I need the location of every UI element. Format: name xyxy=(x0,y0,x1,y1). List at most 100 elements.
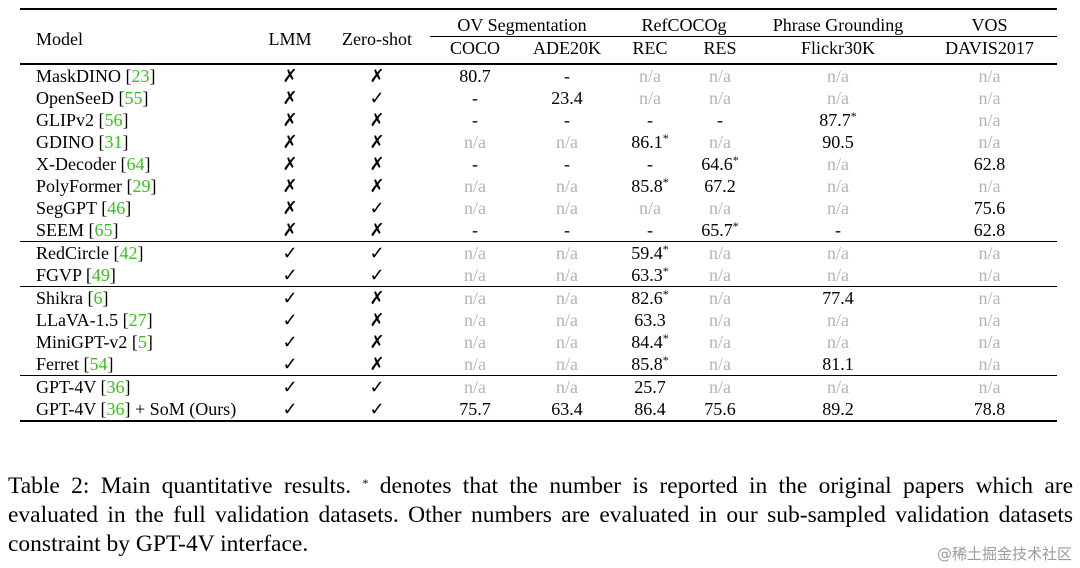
score-value: n/a xyxy=(978,265,1001,285)
score-value: 59.4* xyxy=(631,242,669,263)
score-cell-davis2017: n/a xyxy=(922,331,1057,353)
lmm-cell: ✓ xyxy=(282,265,298,285)
score-cell-rec: 86.4 xyxy=(614,398,686,421)
lmm-cell: ✗ xyxy=(282,132,298,152)
score-cell-flickr30k: n/a xyxy=(754,64,922,87)
score-value: n/a xyxy=(978,66,1001,86)
score-cell-rec: 59.4* xyxy=(614,242,686,265)
score-cell-ade20k: n/a xyxy=(520,175,614,197)
lmm-cell: ✗ xyxy=(282,110,298,130)
score-cell-flickr30k: 90.5 xyxy=(754,131,922,153)
score-value: n/a xyxy=(709,88,731,108)
score-value: n/a xyxy=(978,176,1001,196)
lmm-cell: ✓ xyxy=(282,243,298,263)
zero-shot-cell: ✓ xyxy=(369,243,385,263)
score-cell-ade20k: - xyxy=(520,109,614,131)
score-cell-coco: n/a xyxy=(430,242,520,265)
score-value: n/a xyxy=(827,66,849,86)
score-value: n/a xyxy=(464,198,486,218)
model-cell: GPT-4V [36] + SoM (Ours) xyxy=(36,399,237,419)
score-cell-ade20k: - xyxy=(520,219,614,242)
model-name: RedCircle xyxy=(36,243,109,263)
score-value: n/a xyxy=(709,66,731,86)
citation-link[interactable]: 49 xyxy=(91,265,110,285)
score-value: - xyxy=(472,110,478,130)
zero-shot-cell: ✗ xyxy=(369,288,385,308)
score-value: n/a xyxy=(709,132,731,152)
score-value: n/a xyxy=(978,354,1001,374)
header-coco: COCO xyxy=(449,38,500,58)
citation-link[interactable]: 56 xyxy=(104,110,123,130)
citation-link[interactable]: 5 xyxy=(137,332,147,352)
citation-link[interactable]: 23 xyxy=(131,66,150,86)
score-value: n/a xyxy=(709,310,731,330)
table-row: X-Decoder [64] ✗ ✗ - - - 64.6* n/a 62.8 xyxy=(20,153,1057,175)
score-value: 63.3* xyxy=(631,264,669,285)
score-value: n/a xyxy=(464,132,486,152)
citation-link[interactable]: 36 xyxy=(106,377,125,397)
model-cell: GLIPv2 [56] xyxy=(36,110,129,130)
citation-link[interactable]: 54 xyxy=(89,354,108,374)
model-cell: RedCircle [42] xyxy=(36,243,144,263)
score-value: - xyxy=(472,154,478,174)
score-value: n/a xyxy=(709,288,731,308)
score-cell-flickr30k: n/a xyxy=(754,153,922,175)
zero-shot-cell: ✓ xyxy=(369,399,385,419)
score-value: n/a xyxy=(827,154,849,174)
score-cell-res: 64.6* xyxy=(686,153,754,175)
score-cell-ade20k: n/a xyxy=(520,242,614,265)
score-cell-rec: - xyxy=(614,153,686,175)
score-cell-flickr30k: 81.1 xyxy=(754,353,922,376)
table-caption: Table 2: Main quantitative results. * de… xyxy=(8,472,1073,559)
score-value: - xyxy=(564,66,570,86)
score-value: n/a xyxy=(978,88,1001,108)
score-value: n/a xyxy=(639,198,661,218)
score-cell-flickr30k: n/a xyxy=(754,242,922,265)
score-cell-coco: n/a xyxy=(430,376,520,399)
citation-link[interactable]: 29 xyxy=(132,176,151,196)
score-cell-coco: n/a xyxy=(430,264,520,287)
model-cell: Ferret [54] xyxy=(36,354,114,374)
score-value: n/a xyxy=(978,243,1001,263)
score-value: n/a xyxy=(827,310,849,330)
score-value: n/a xyxy=(556,176,578,196)
score-value: n/a xyxy=(464,354,486,374)
score-value: - xyxy=(647,154,653,174)
score-value: n/a xyxy=(709,377,731,397)
model-name: GPT-4V xyxy=(36,399,97,419)
table-row: Shikra [6] ✓ ✗ n/a n/a 82.6* n/a 77.4 n/a xyxy=(20,286,1057,310)
score-cell-res: n/a xyxy=(686,353,754,376)
lmm-cell: ✓ xyxy=(282,354,298,374)
score-cell-ade20k: n/a xyxy=(520,264,614,287)
score-value: n/a xyxy=(556,265,578,285)
citation-link[interactable]: 27 xyxy=(128,310,147,330)
table-row: LLaVA-1.5 [27] ✓ ✗ n/a n/a 63.3 n/a n/a n/a xyxy=(20,309,1057,331)
model-name: PolyFormer xyxy=(36,176,123,196)
model-name: FGVP xyxy=(36,265,82,285)
zero-shot-cell: ✓ xyxy=(369,265,385,285)
score-value: 85.8* xyxy=(631,175,669,196)
score-value: n/a xyxy=(464,176,486,196)
citation-link[interactable]: 36 xyxy=(106,399,125,419)
score-value: n/a xyxy=(978,288,1001,308)
table-row: MaskDINO [23] ✗ ✗ 80.7 - n/a n/a n/a n/a xyxy=(20,64,1057,87)
score-cell-coco: n/a xyxy=(430,131,520,153)
score-cell-res: n/a xyxy=(686,264,754,287)
score-cell-davis2017: n/a xyxy=(922,175,1057,197)
citation-link[interactable]: 42 xyxy=(119,243,138,263)
citation-link[interactable]: 31 xyxy=(104,132,123,152)
score-value: - xyxy=(835,220,841,240)
citation-link[interactable]: 46 xyxy=(107,198,126,218)
lmm-cell: ✓ xyxy=(282,288,298,308)
citation-link[interactable]: 65 xyxy=(94,220,113,240)
citation-link[interactable]: 6 xyxy=(93,288,103,308)
citation-link[interactable]: 64 xyxy=(126,154,145,174)
header-model: Model xyxy=(36,28,83,49)
score-cell-rec: 25.7 xyxy=(614,376,686,399)
score-value: 86.1* xyxy=(631,131,669,152)
table-row: SegGPT [46] ✗ ✓ n/a n/a n/a n/a n/a 75.6 xyxy=(20,197,1057,219)
caption-lead: Table 2: Main quantitative results. xyxy=(8,473,363,499)
zero-shot-cell: ✗ xyxy=(369,332,385,352)
citation-link[interactable]: 55 xyxy=(124,88,143,108)
header-group-refcocog: RefCOCOg xyxy=(614,9,754,37)
